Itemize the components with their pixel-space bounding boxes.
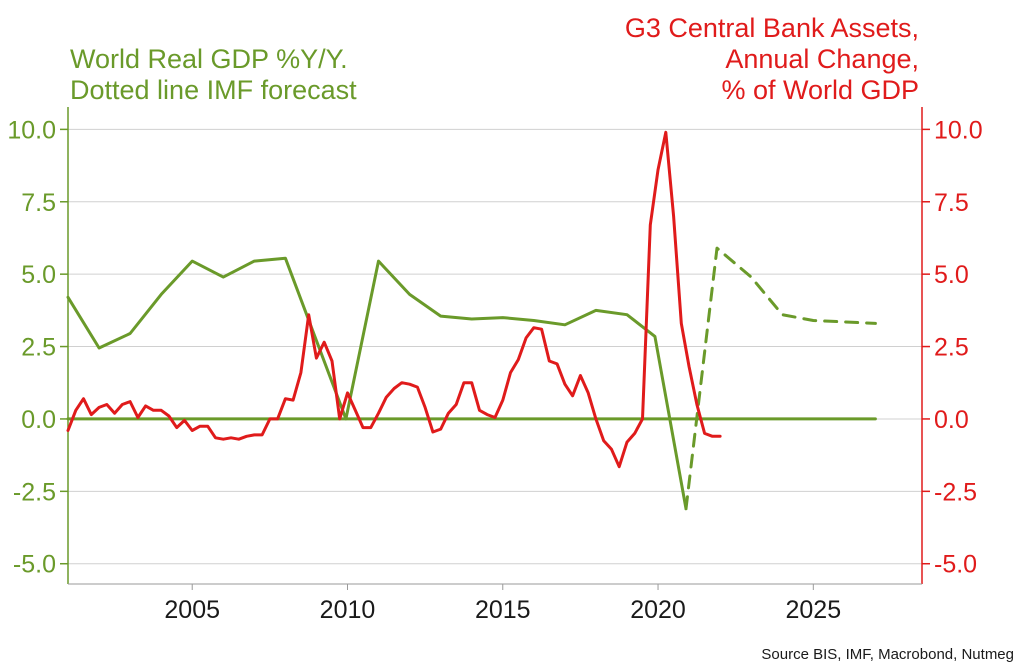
right-tick-label: 5.0 <box>934 261 969 289</box>
left-axis-title: World Real GDP %Y/Y. Dotted line IMF for… <box>70 44 357 106</box>
x-tick-label: 2005 <box>164 596 220 624</box>
x-tick-label: 2020 <box>630 596 686 624</box>
left-tick-label: 7.5 <box>21 189 56 217</box>
left-tick-label: -2.5 <box>13 478 56 506</box>
right-title-line-3: % of World GDP <box>721 75 919 105</box>
left-tick-label: 10.0 <box>7 116 56 144</box>
left-title-line-2: Dotted line IMF forecast <box>70 75 357 105</box>
right-tick-label: 0.0 <box>934 406 969 434</box>
gdp-forecast-line <box>684 246 877 511</box>
right-title-line-2: Annual Change, <box>725 44 919 74</box>
left-title-line-1: World Real GDP %Y/Y. <box>70 44 348 74</box>
right-tick-label: -5.0 <box>934 551 977 579</box>
right-axis-title: G3 Central Bank Assets, Annual Change, %… <box>625 13 919 106</box>
central-bank-assets-line <box>66 130 722 469</box>
source-note: Source BIS, IMF, Macrobond, Nutmeg <box>761 646 1014 663</box>
right-tick-label: 10.0 <box>934 116 983 144</box>
right-title-line-1: G3 Central Bank Assets, <box>624 13 919 43</box>
left-tick-label: -5.0 <box>13 551 56 579</box>
right-tick-label: -2.5 <box>934 478 977 506</box>
gdp-line <box>66 256 688 511</box>
right-tick-label: 2.5 <box>934 334 969 362</box>
right-tick-label: 7.5 <box>934 189 969 217</box>
x-tick-label: 2015 <box>475 596 531 624</box>
left-tick-label: 5.0 <box>21 261 56 289</box>
x-tick-label: 2010 <box>320 596 376 624</box>
left-tick-label: 2.5 <box>21 334 56 362</box>
left-tick-label: 0.0 <box>21 406 56 434</box>
x-tick-label: 2025 <box>785 596 841 624</box>
